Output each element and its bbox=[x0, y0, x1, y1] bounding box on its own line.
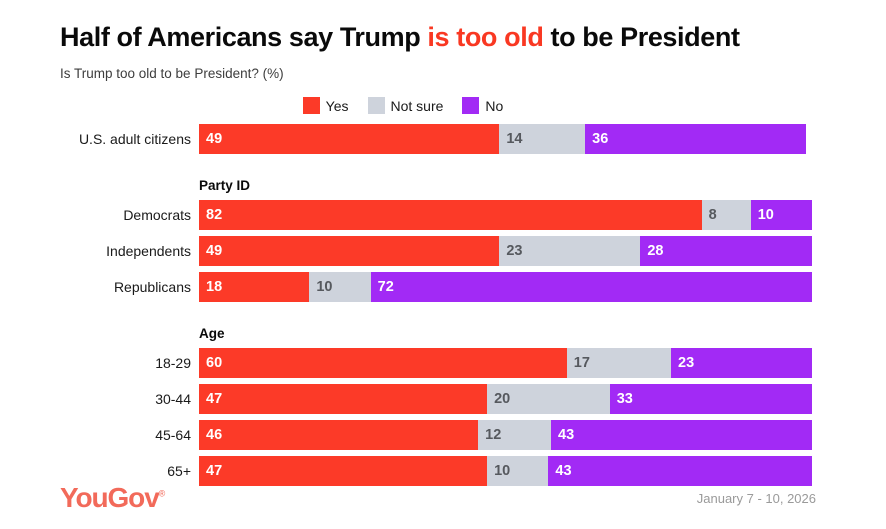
row-label-republicans: Republicans bbox=[113, 279, 191, 296]
table-row[interactable]: 30-44 47 20 33 bbox=[0, 384, 886, 415]
table-row[interactable]: Independents 49 23 28 bbox=[0, 236, 886, 267]
yougov-logo-text: YouGov bbox=[60, 482, 160, 513]
table-row[interactable]: 45-64 46 12 43 bbox=[0, 420, 886, 451]
section-spacer bbox=[0, 308, 886, 326]
legend-item-no[interactable]: No bbox=[462, 97, 504, 115]
legend-item-not-sure[interactable]: Not sure bbox=[367, 97, 444, 115]
bar-segment-not-sure[interactable]: 17 bbox=[566, 348, 671, 379]
bar-segment-no[interactable]: 23 bbox=[671, 348, 812, 379]
bar-segment-not-sure[interactable]: 20 bbox=[487, 384, 610, 415]
bar-segment-not-sure[interactable]: 23 bbox=[499, 236, 641, 267]
legend-swatch-no-icon bbox=[462, 97, 480, 115]
stacked-bar-age-65-plus: 47 10 43 bbox=[199, 456, 812, 487]
group-header-spacer bbox=[0, 341, 886, 348]
row-label-age-30-44: 30-44 bbox=[155, 391, 191, 408]
stacked-bar-republicans: 18 10 72 bbox=[199, 272, 812, 303]
stacked-bar-age-30-44: 47 20 33 bbox=[199, 384, 812, 415]
bar-segment-not-sure[interactable]: 10 bbox=[309, 272, 371, 303]
bar-segment-yes[interactable]: 60 bbox=[199, 348, 567, 379]
row-label-age-65-plus: 65+ bbox=[167, 463, 191, 480]
bar-segment-not-sure[interactable]: 12 bbox=[478, 420, 552, 451]
section-spacer bbox=[0, 160, 886, 178]
stacked-bar-age-18-29: 60 17 23 bbox=[199, 348, 812, 379]
registered-trademark-icon: ® bbox=[158, 488, 166, 499]
legend-label-no: No bbox=[485, 97, 504, 114]
table-row[interactable]: Democrats 82 8 10 bbox=[0, 200, 886, 231]
legend-swatch-yes-icon bbox=[302, 97, 320, 115]
row-label-independents: Independents bbox=[106, 243, 191, 260]
stacked-bar-independents: 49 23 28 bbox=[199, 236, 812, 267]
legend-label-yes: Yes bbox=[325, 97, 349, 114]
chart-subtitle: Is Trump too old to be President? (%) bbox=[60, 66, 284, 82]
row-label-age-18-29: 18-29 bbox=[155, 355, 191, 372]
bar-segment-yes[interactable]: 47 bbox=[199, 456, 488, 487]
title-highlight: is too old bbox=[427, 22, 544, 52]
table-row[interactable]: Republicans 18 10 72 bbox=[0, 272, 886, 303]
legend-swatch-not-sure-icon bbox=[367, 97, 385, 115]
title-part-after: to be President bbox=[543, 22, 740, 52]
bar-segment-yes[interactable]: 49 bbox=[199, 236, 500, 267]
bar-segment-no[interactable]: 10 bbox=[750, 200, 812, 231]
row-label-democrats: Democrats bbox=[123, 207, 191, 224]
chart-footer: YouGov® January 7 - 10, 2026 bbox=[0, 481, 886, 515]
legend-label-not-sure: Not sure bbox=[390, 97, 444, 114]
group-header-age: Age bbox=[199, 326, 225, 342]
row-label-age-45-64: 45-64 bbox=[155, 427, 191, 444]
bar-segment-no[interactable]: 28 bbox=[640, 236, 812, 267]
chart-body: U.S. adult citizens 49 14 36 Party ID De… bbox=[0, 124, 886, 487]
bar-segment-no[interactable]: 72 bbox=[370, 272, 812, 303]
page-title: Half of Americans say Trump is too old t… bbox=[60, 22, 886, 53]
stacked-bar-age-45-64: 46 12 43 bbox=[199, 420, 813, 451]
bar-segment-no[interactable]: 43 bbox=[548, 456, 812, 487]
bar-segment-yes[interactable]: 49 bbox=[199, 124, 500, 155]
stacked-bar-overall: 49 14 36 bbox=[199, 124, 812, 155]
legend-item-yes[interactable]: Yes bbox=[302, 97, 349, 115]
table-row[interactable]: 65+ 47 10 43 bbox=[0, 456, 886, 487]
title-part-before: Half of Americans say Trump bbox=[60, 22, 428, 52]
bar-segment-yes[interactable]: 18 bbox=[199, 272, 310, 303]
bar-segment-yes[interactable]: 82 bbox=[199, 200, 702, 231]
fielding-date: January 7 - 10, 2026 bbox=[696, 490, 816, 506]
table-row[interactable]: 18-29 60 17 23 bbox=[0, 348, 886, 379]
bar-segment-no[interactable]: 36 bbox=[585, 124, 806, 155]
yougov-logo[interactable]: YouGov® bbox=[60, 484, 165, 512]
bar-segment-no[interactable]: 33 bbox=[609, 384, 812, 415]
stacked-bar-democrats: 82 8 10 bbox=[199, 200, 812, 231]
table-row[interactable]: U.S. adult citizens 49 14 36 bbox=[0, 124, 886, 155]
bar-segment-yes[interactable]: 46 bbox=[199, 420, 479, 451]
chart-header: Half of Americans say Trump is too old t… bbox=[0, 0, 886, 81]
bar-segment-not-sure[interactable]: 8 bbox=[701, 200, 751, 231]
row-label-overall: U.S. adult citizens bbox=[78, 131, 191, 148]
bar-segment-yes[interactable]: 47 bbox=[199, 384, 488, 415]
group-header-party-id: Party ID bbox=[199, 178, 251, 194]
bar-segment-not-sure[interactable]: 10 bbox=[487, 456, 549, 487]
bar-segment-no[interactable]: 43 bbox=[551, 420, 813, 451]
chart-legend: Yes Not sure No bbox=[0, 97, 886, 115]
group-header-spacer bbox=[0, 193, 886, 200]
bar-segment-not-sure[interactable]: 14 bbox=[499, 124, 586, 155]
